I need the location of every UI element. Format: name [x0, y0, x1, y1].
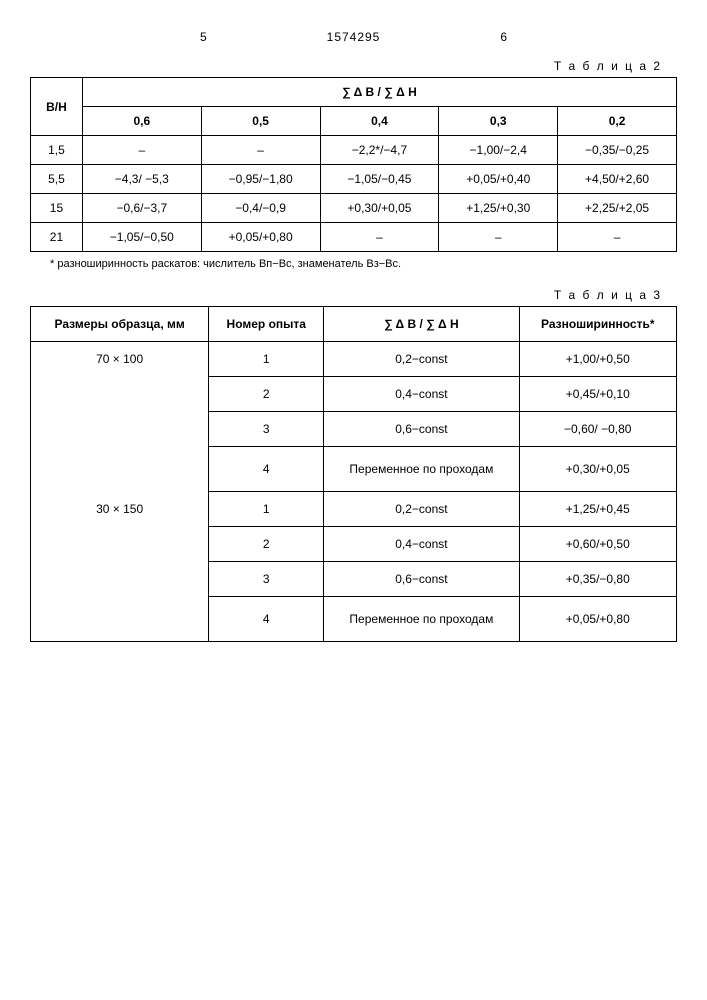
t3-cell: +0,05/+0,80	[519, 597, 676, 642]
table3: Размеры образца, мм Номер опыта ∑ Δ B / …	[30, 306, 677, 642]
t3-cell: +0,60/+0,50	[519, 527, 676, 562]
t2-sub-0: 0,6	[82, 107, 201, 136]
t3-size: 30 × 150	[31, 492, 209, 527]
t2-cell: 5,5	[31, 165, 83, 194]
t3-cell: 0,4−const	[324, 377, 519, 412]
table-row: 4 Переменное по проходам +0,05/+0,80	[31, 597, 677, 642]
t3-cell: +0,45/+0,10	[519, 377, 676, 412]
t2-cell: +4,50/+2,60	[558, 165, 677, 194]
t3-cell: +1,25/+0,45	[519, 492, 676, 527]
table-row: 30 × 150 1 0,2−const +1,25/+0,45	[31, 492, 677, 527]
page-num-left: 5	[200, 30, 207, 44]
t2-cell: +0,05/+0,80	[201, 223, 320, 252]
t2-cell: +0,30/+0,05	[320, 194, 439, 223]
t3-cell: 0,2−const	[324, 492, 519, 527]
t2-col-span: ∑ Δ B / ∑ Δ H	[82, 78, 676, 107]
t2-cell: –	[558, 223, 677, 252]
t3-empty	[31, 447, 209, 492]
t2-col-bh: B/H	[31, 78, 83, 136]
table-row: 3 0,6−const +0,35/−0,80	[31, 562, 677, 597]
table-row: 70 × 100 1 0,2−const +1,00/+0,50	[31, 342, 677, 377]
t2-cell: −1,05/−0,50	[82, 223, 201, 252]
table-row: 4 Переменное по проходам +0,30/+0,05	[31, 447, 677, 492]
t3-h0: Размеры образца, мм	[31, 307, 209, 342]
t3-empty	[31, 527, 209, 562]
t2-cell: –	[320, 223, 439, 252]
t2-cell: −0,4/−0,9	[201, 194, 320, 223]
t2-cell: −0,35/−0,25	[558, 136, 677, 165]
t2-cell: 15	[31, 194, 83, 223]
table-row: 5,5 −4,3/ −5,3 −0,95/−1,80 −1,05/−0,45 +…	[31, 165, 677, 194]
t3-cell: +0,30/+0,05	[519, 447, 676, 492]
table-row: 15 −0,6/−3,7 −0,4/−0,9 +0,30/+0,05 +1,25…	[31, 194, 677, 223]
t2-cell: −0,6/−3,7	[82, 194, 201, 223]
t2-sub-3: 0,3	[439, 107, 558, 136]
table-row: 2 0,4−const +0,45/+0,10	[31, 377, 677, 412]
t2-cell: +1,25/+0,30	[439, 194, 558, 223]
t3-cell: +1,00/+0,50	[519, 342, 676, 377]
t2-sub-1: 0,5	[201, 107, 320, 136]
t3-cell: 1	[209, 492, 324, 527]
t3-cell: 2	[209, 527, 324, 562]
t3-cell: Переменное по проходам	[324, 447, 519, 492]
table-row: 2 0,4−const +0,60/+0,50	[31, 527, 677, 562]
t3-cell: 1	[209, 342, 324, 377]
t2-cell: +2,25/+2,05	[558, 194, 677, 223]
t2-cell: −2,2*/−4,7	[320, 136, 439, 165]
t3-cell: 4	[209, 447, 324, 492]
t2-cell: −1,05/−0,45	[320, 165, 439, 194]
table3-label: Т а б л и ц а 3	[30, 288, 662, 302]
table-row: 3 0,6−const −0,60/ −0,80	[31, 412, 677, 447]
t2-cell: −0,95/−1,80	[201, 165, 320, 194]
t3-empty	[31, 597, 209, 642]
t3-empty	[31, 412, 209, 447]
t3-cell: 0,2−const	[324, 342, 519, 377]
t2-sub-4: 0,2	[558, 107, 677, 136]
table2-label: Т а б л и ц а 2	[30, 59, 662, 73]
t3-size: 70 × 100	[31, 342, 209, 377]
table-row: 1,5 – – −2,2*/−4,7 −1,00/−2,4 −0,35/−0,2…	[31, 136, 677, 165]
t2-cell: –	[201, 136, 320, 165]
t2-cell: +0,05/+0,40	[439, 165, 558, 194]
table2-footnote: * разноширинность раскатов: числитель Bп…	[50, 258, 677, 270]
table-row: 21 −1,05/−0,50 +0,05/+0,80 – – –	[31, 223, 677, 252]
t3-cell: 0,6−const	[324, 562, 519, 597]
t2-sub-2: 0,4	[320, 107, 439, 136]
page-num-right: 6	[500, 30, 507, 44]
table2: B/H ∑ Δ B / ∑ Δ H 0,6 0,5 0,4 0,3 0,2 1,…	[30, 77, 677, 252]
t2-cell: 1,5	[31, 136, 83, 165]
page-header: 5 1574295 6	[30, 30, 677, 44]
t3-cell: 0,4−const	[324, 527, 519, 562]
t3-h2: ∑ Δ B / ∑ Δ H	[324, 307, 519, 342]
t3-h1: Номер опыта	[209, 307, 324, 342]
t3-cell: 3	[209, 562, 324, 597]
doc-number: 1574295	[327, 30, 381, 44]
t3-cell: +0,35/−0,80	[519, 562, 676, 597]
t3-cell: −0,60/ −0,80	[519, 412, 676, 447]
t2-cell: 21	[31, 223, 83, 252]
t2-cell: −4,3/ −5,3	[82, 165, 201, 194]
t2-cell: –	[82, 136, 201, 165]
t3-cell: 2	[209, 377, 324, 412]
t3-cell: 4	[209, 597, 324, 642]
t3-empty	[31, 377, 209, 412]
t3-empty	[31, 562, 209, 597]
t2-cell: –	[439, 223, 558, 252]
t3-cell: 0,6−const	[324, 412, 519, 447]
t3-h3: Разноширинность*	[519, 307, 676, 342]
t3-cell: 3	[209, 412, 324, 447]
t3-cell: Переменное по проходам	[324, 597, 519, 642]
t2-cell: −1,00/−2,4	[439, 136, 558, 165]
